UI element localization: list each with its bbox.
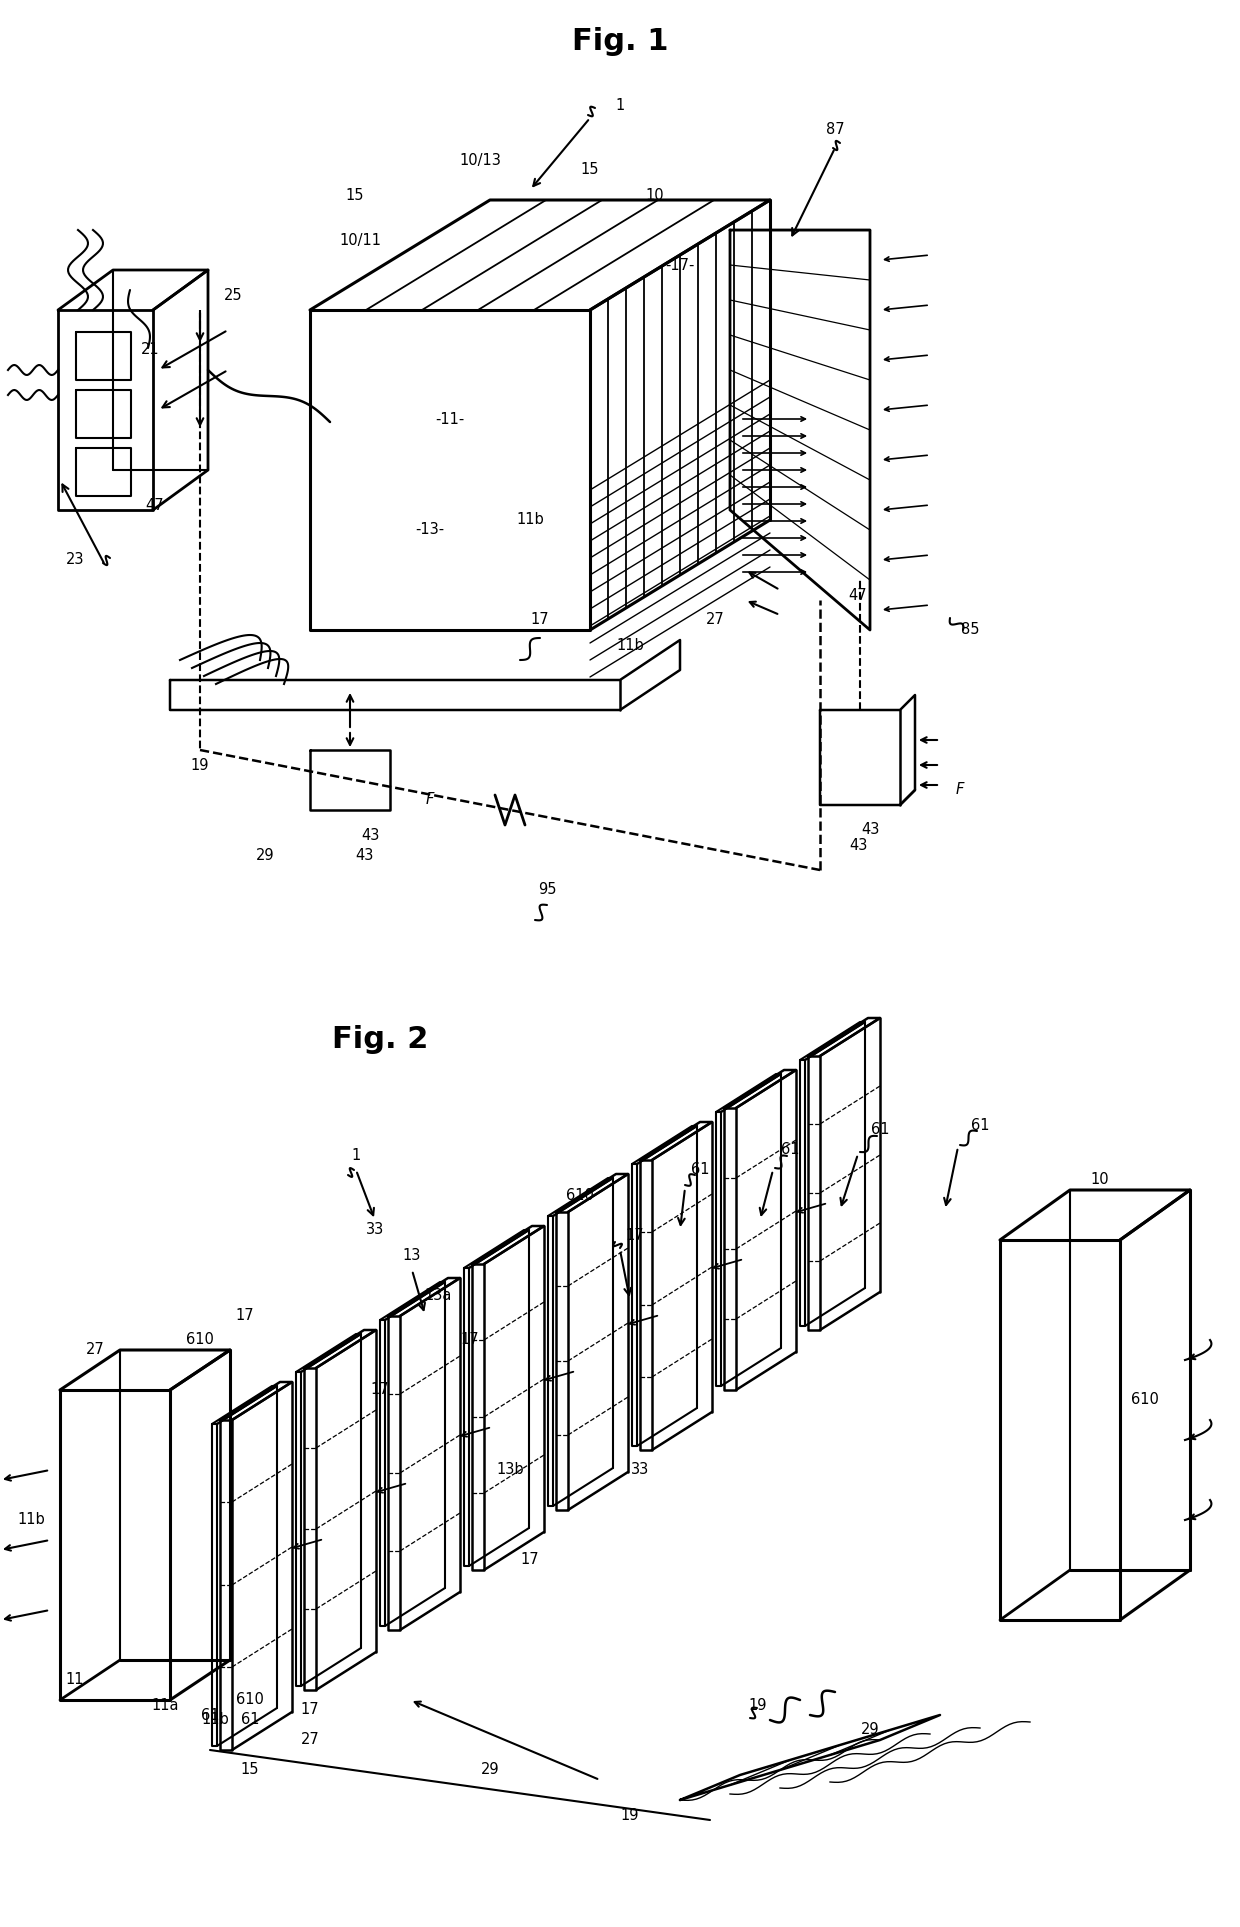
Text: 1: 1 (615, 98, 625, 112)
Text: 47: 47 (848, 588, 867, 603)
Text: 10: 10 (1091, 1172, 1110, 1187)
Text: -13-: -13- (415, 522, 445, 538)
Text: 10/11: 10/11 (339, 233, 381, 247)
Text: 29: 29 (481, 1763, 500, 1777)
Text: 10: 10 (646, 187, 665, 202)
Text: 11b: 11b (516, 513, 544, 528)
Text: F: F (425, 792, 434, 807)
Text: 17: 17 (626, 1227, 645, 1243)
Text: 43: 43 (861, 823, 879, 838)
Text: 19: 19 (749, 1698, 768, 1713)
Text: 21: 21 (140, 343, 159, 358)
Text: 33: 33 (366, 1222, 384, 1237)
Text: 61: 61 (870, 1123, 889, 1137)
Text: Fig. 2: Fig. 2 (332, 1025, 428, 1054)
Text: 95: 95 (538, 883, 557, 898)
Text: F: F (956, 782, 965, 798)
Text: 29: 29 (255, 848, 274, 863)
Text: 19: 19 (191, 757, 210, 773)
Text: -17-: -17- (666, 258, 694, 272)
Text: 11b: 11b (616, 638, 644, 653)
Text: 19: 19 (621, 1808, 640, 1823)
Text: 15: 15 (346, 187, 365, 202)
Text: -11-: -11- (435, 412, 465, 428)
Text: 43: 43 (361, 827, 379, 842)
Text: 27: 27 (300, 1732, 320, 1748)
Text: 25: 25 (223, 287, 242, 303)
Text: 10/13: 10/13 (459, 152, 501, 168)
Text: 85: 85 (961, 622, 980, 638)
Text: 47: 47 (145, 497, 165, 513)
Text: 61: 61 (781, 1143, 800, 1158)
Text: 61: 61 (691, 1162, 709, 1177)
Text: 610: 610 (567, 1187, 594, 1202)
Text: 61: 61 (241, 1713, 259, 1727)
Text: 15: 15 (580, 162, 599, 177)
Text: 15: 15 (241, 1763, 259, 1777)
Text: 33: 33 (631, 1463, 649, 1478)
Text: 13: 13 (403, 1247, 422, 1262)
Text: Fig. 1: Fig. 1 (572, 27, 668, 56)
Text: 610: 610 (186, 1332, 215, 1347)
Text: 29: 29 (861, 1723, 879, 1738)
Text: 61: 61 (971, 1118, 990, 1133)
Text: 17: 17 (236, 1308, 254, 1322)
Text: 13b: 13b (496, 1463, 523, 1478)
Text: 27: 27 (86, 1343, 104, 1357)
Text: 87: 87 (826, 123, 844, 137)
Text: 27: 27 (706, 613, 724, 628)
Text: 11b: 11b (201, 1713, 229, 1727)
Text: 11: 11 (66, 1673, 84, 1688)
Text: 43: 43 (356, 848, 374, 863)
Text: 11a: 11a (151, 1698, 179, 1713)
Text: 23: 23 (66, 553, 84, 567)
Text: 1: 1 (351, 1147, 361, 1162)
Text: 17: 17 (521, 1553, 539, 1567)
Text: 11b: 11b (17, 1513, 45, 1528)
Text: 61: 61 (201, 1707, 219, 1723)
Text: 17: 17 (300, 1702, 320, 1717)
Text: 17: 17 (371, 1382, 389, 1397)
Text: 17: 17 (461, 1332, 480, 1347)
Text: 43: 43 (849, 838, 867, 852)
Text: 610: 610 (236, 1692, 264, 1707)
Text: 17: 17 (531, 613, 549, 628)
Text: 610: 610 (1131, 1393, 1159, 1407)
Text: 13a: 13a (424, 1287, 451, 1303)
